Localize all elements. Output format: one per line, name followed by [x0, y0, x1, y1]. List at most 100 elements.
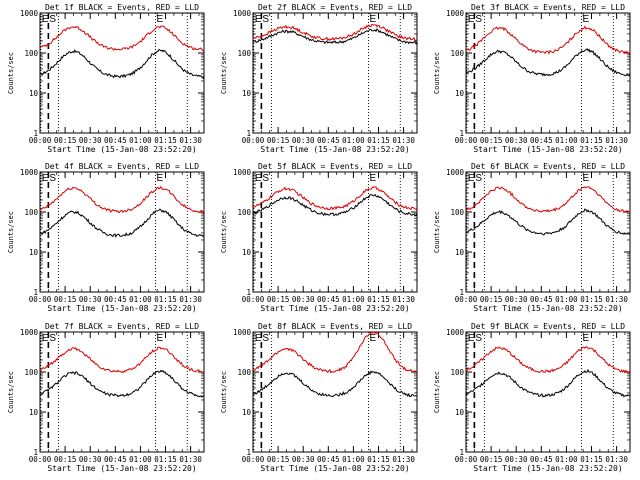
lld-series-line: [465, 25, 631, 55]
y-tick-label: 1: [33, 288, 38, 297]
x-tick-label: 00:00: [455, 136, 478, 145]
x-tick-label: 01:15: [367, 136, 390, 145]
x-tick-label: 00:00: [29, 136, 52, 145]
x-tick-label: 01:00: [129, 455, 152, 464]
plot-frame: [465, 171, 631, 293]
lld-series-line: [252, 186, 418, 211]
x-tick-label: 00:00: [242, 455, 265, 464]
plot-frame: [39, 171, 205, 293]
x-tick-label: 00:15: [267, 136, 290, 145]
x-tick-label: 01:15: [580, 136, 603, 145]
lld-series-line: [465, 346, 631, 374]
x-tick-label: 00:30: [292, 295, 315, 304]
events-series-line: [465, 47, 631, 77]
plot-frame: [252, 12, 418, 134]
marker-label: E: [369, 333, 376, 344]
y-axis-label: Counts/sec: [220, 211, 228, 253]
events-series-line: [252, 193, 418, 217]
x-tick-label: 01:30: [392, 136, 415, 145]
x-tick-label: 01:30: [392, 455, 415, 464]
marker-label: E: [369, 173, 376, 184]
x-tick-label: 00:15: [480, 455, 503, 464]
marker-label: E: [468, 333, 475, 344]
x-tick-label: 01:15: [154, 295, 177, 304]
x-tick-label: 00:45: [104, 455, 127, 464]
x-tick-label: 01:00: [342, 136, 365, 145]
x-tick-label: 00:15: [267, 295, 290, 304]
y-tick-label: 100: [237, 208, 251, 217]
x-tick-label: 01:30: [179, 136, 202, 145]
marker-label: E: [369, 14, 376, 25]
events-series-line: [39, 369, 205, 398]
x-tick-label: 01:00: [342, 295, 365, 304]
detector-panel-1: Det 1f BLACK = Events, RED = LLD Counts/s…: [7, 3, 205, 154]
events-series-line: [39, 48, 205, 80]
y-tick-label: 10: [29, 248, 39, 257]
x-tick-label: 01:30: [605, 136, 628, 145]
marker-label: S: [475, 14, 482, 25]
panel-title: Det 7f BLACK = Events, RED = LLD: [45, 322, 199, 331]
marker-label: E: [582, 173, 589, 184]
x-axis-label: Start Time (15-Jan-08 23:52:20): [473, 304, 622, 313]
marker-label: S: [49, 14, 56, 25]
y-tick-label: 1: [33, 129, 38, 138]
y-tick-label: 100: [237, 49, 251, 58]
x-tick-label: 00:45: [530, 136, 553, 145]
y-tick-label: 10: [29, 408, 39, 417]
x-tick-label: 00:15: [480, 136, 503, 145]
panel-title: Det 9f BLACK = Events, RED = LLD: [471, 322, 625, 331]
x-axis-label: Start Time (15-Jan-08 23:52:20): [260, 304, 409, 313]
y-tick-label: 100: [450, 368, 464, 377]
y-tick-label: 100: [24, 208, 38, 217]
y-axis-label: Counts/sec: [220, 52, 228, 94]
x-axis-label: Start Time (15-Jan-08 23:52:20): [47, 304, 196, 313]
x-tick-label: 00:15: [54, 295, 77, 304]
panel-title: Det 2f BLACK = Events, RED = LLD: [258, 3, 412, 12]
plot-frame: [465, 12, 631, 134]
x-tick-label: 00:30: [79, 295, 102, 304]
lld-series-line: [39, 346, 205, 374]
y-tick-label: 1000: [20, 328, 39, 337]
x-tick-label: 01:15: [154, 455, 177, 464]
plot-frame: [465, 331, 631, 453]
detector-panel-6: Det 6f BLACK = Events, RED = LLD Counts/s…: [433, 162, 631, 313]
x-tick-label: 01:30: [392, 295, 415, 304]
y-axis-label: Counts/sec: [7, 211, 15, 253]
y-tick-label: 1000: [20, 168, 39, 177]
x-tick-label: 00:30: [79, 455, 102, 464]
plot-frame: [39, 12, 205, 134]
y-tick-label: 10: [455, 89, 465, 98]
plot-frame: [252, 171, 418, 293]
y-tick-label: 1000: [20, 9, 39, 18]
x-axis-label: Start Time (15-Jan-08 23:52:20): [260, 145, 409, 154]
x-tick-label: 01:00: [555, 295, 578, 304]
y-tick-label: 10: [455, 248, 465, 257]
marker-label: E: [255, 333, 262, 344]
events-series-line: [465, 208, 631, 236]
events-series-line: [465, 368, 631, 398]
x-tick-label: 01:30: [179, 455, 202, 464]
lld-series-line: [39, 185, 205, 214]
marker-label: E: [468, 14, 475, 25]
events-series-line: [252, 370, 418, 398]
x-tick-label: 00:15: [54, 136, 77, 145]
marker-label: E: [468, 173, 475, 184]
marker-label: E: [156, 333, 163, 344]
y-tick-label: 1000: [233, 9, 252, 18]
marker-label: E: [582, 14, 589, 25]
x-tick-label: 00:00: [29, 295, 52, 304]
y-tick-label: 1000: [233, 328, 252, 337]
x-axis-label: Start Time (15-Jan-08 23:52:20): [260, 464, 409, 473]
y-axis-label: Counts/sec: [433, 371, 441, 413]
marker-label: E: [42, 333, 49, 344]
x-tick-label: 00:30: [292, 136, 315, 145]
x-tick-label: 01:00: [342, 455, 365, 464]
x-tick-label: 01:00: [129, 136, 152, 145]
x-tick-label: 00:30: [505, 295, 528, 304]
y-tick-label: 1: [459, 448, 464, 457]
y-axis-label: Counts/sec: [7, 52, 15, 94]
x-tick-label: 01:30: [179, 295, 202, 304]
panel-title: Det 8f BLACK = Events, RED = LLD: [258, 322, 412, 331]
detector-panel-7: Det 7f BLACK = Events, RED = LLD Counts/s…: [7, 322, 205, 473]
